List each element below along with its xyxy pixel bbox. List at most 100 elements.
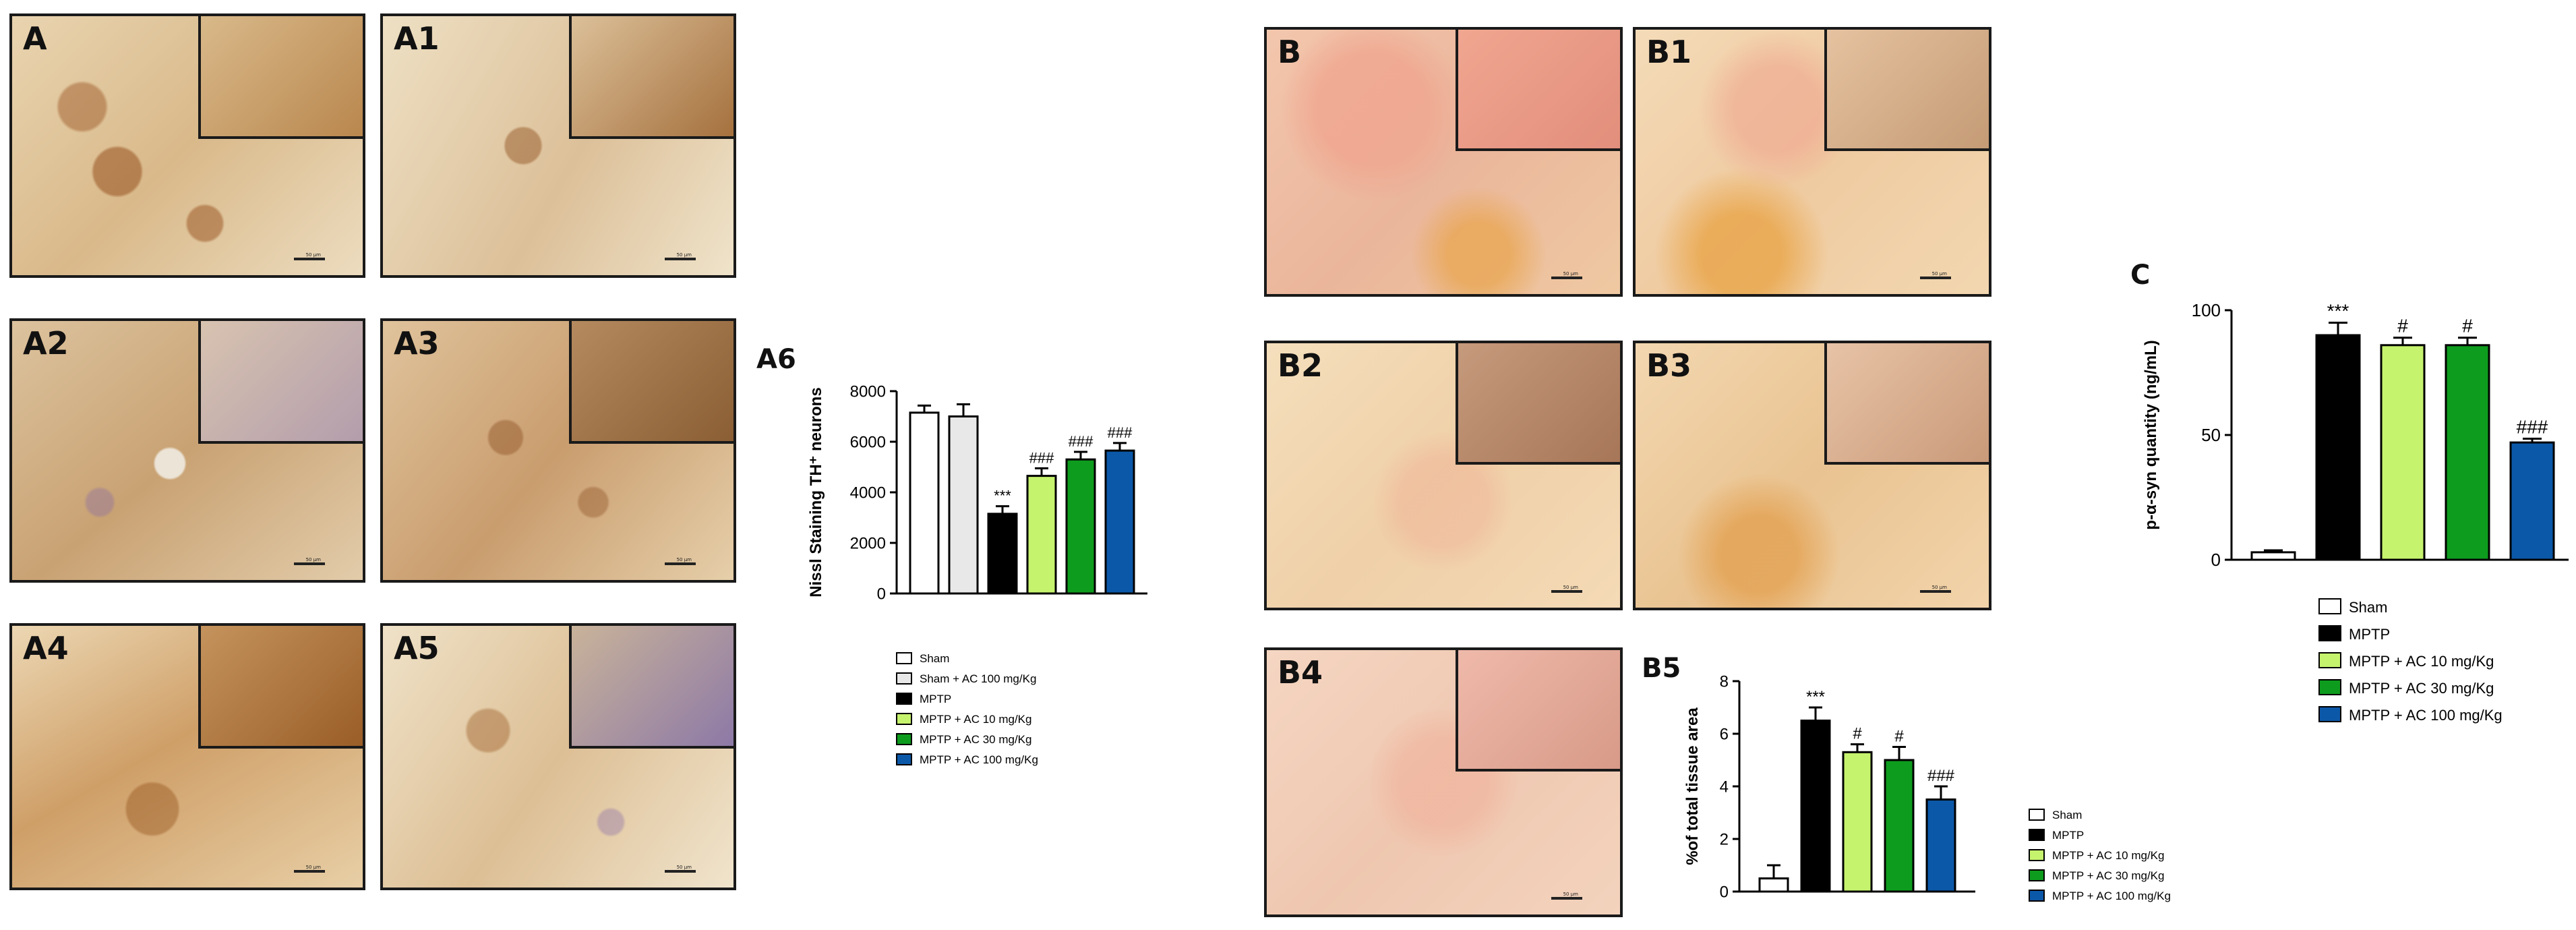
scale-bar-label: 50 µm xyxy=(676,865,692,870)
scale-bar xyxy=(665,870,696,873)
panel-label-b: B xyxy=(1278,34,1302,70)
bar-1 xyxy=(2250,551,2296,561)
legend-swatch xyxy=(2318,706,2341,722)
significance-mark: # xyxy=(1894,728,1904,746)
micrograph-panel-b2: B2 50 µm xyxy=(1264,341,1623,610)
panel-label-b3: B3 xyxy=(1646,347,1692,384)
panel-label-a5: A5 xyxy=(394,630,440,666)
bar-6 xyxy=(1104,449,1135,595)
significance-mark: *** xyxy=(2327,301,2349,322)
y-tick-label: 0 xyxy=(877,585,886,603)
legend-swatch xyxy=(896,652,912,664)
legend-swatch xyxy=(2029,829,2045,841)
bar-3 xyxy=(987,513,1018,595)
bar-1 xyxy=(1758,877,1789,893)
legend-label: MPTP xyxy=(920,693,951,705)
legend-label: MPTP + AC 10 mg/Kg xyxy=(2052,849,2164,862)
bar-5 xyxy=(1925,798,1956,893)
legend-swatch xyxy=(2029,849,2045,861)
micrograph-panel-a2: A2 50 µm xyxy=(9,318,365,583)
y-tick-label: 6000 xyxy=(850,433,886,451)
bar-3 xyxy=(2380,344,2426,561)
magnified-inset xyxy=(198,626,363,749)
legend-label: MPTP xyxy=(2052,829,2084,842)
legend-swatch xyxy=(896,713,912,725)
legend-swatch xyxy=(2318,652,2341,668)
panel-label-A6: A6 xyxy=(756,344,796,375)
panel-label-b4: B4 xyxy=(1278,654,1323,691)
bar-4 xyxy=(2445,344,2490,561)
legend-label: MPTP + AC 100 mg/Kg xyxy=(2349,707,2503,724)
legend-label: Sham xyxy=(920,652,949,665)
legend-label: MPTP + AC 10 mg/Kg xyxy=(2349,653,2494,670)
magnified-inset xyxy=(1456,30,1620,151)
bar-1 xyxy=(909,411,940,595)
legend-label: Sham xyxy=(2349,599,2387,616)
significance-mark: ### xyxy=(2517,417,2548,438)
scale-bar-label: 50 µm xyxy=(676,252,692,258)
magnified-inset xyxy=(198,321,363,444)
micrograph-panel-b1: B1 50 µm xyxy=(1633,27,1991,297)
y-axis-label: Nissl Staining TH⁺ neurons xyxy=(807,387,825,597)
magnified-inset xyxy=(569,626,733,749)
panel-label-a: A xyxy=(23,20,47,57)
y-tick-label: 50 xyxy=(2201,425,2221,445)
legend-swatch xyxy=(2029,869,2045,881)
scale-bar xyxy=(665,258,696,260)
micrograph-panel-a1: A1 50 µm xyxy=(380,13,736,278)
legend-label: MPTP xyxy=(2349,626,2390,643)
panel-label-a2: A2 xyxy=(23,325,69,361)
legend-label: MPTP + AC 30 mg/Kg xyxy=(2052,869,2164,882)
scale-bar-label: 50 µm xyxy=(1563,271,1578,277)
y-tick-label: 2000 xyxy=(850,534,886,552)
micrograph-panel-a: A 50 µm xyxy=(9,13,365,278)
magnified-inset xyxy=(1824,343,1989,465)
bar-2 xyxy=(1800,720,1831,893)
magnified-inset xyxy=(1456,650,1620,772)
bar-2 xyxy=(948,415,979,595)
scale-bar-label: 50 µm xyxy=(1563,892,1578,897)
significance-mark: ### xyxy=(1029,449,1054,466)
legend-label: MPTP + AC 30 mg/Kg xyxy=(2349,680,2494,697)
scale-bar xyxy=(1551,277,1582,279)
legend-swatch xyxy=(896,753,912,765)
legend-swatch xyxy=(896,733,912,745)
significance-mark: *** xyxy=(994,488,1011,504)
panel-label-a3: A3 xyxy=(394,325,440,361)
scale-bar xyxy=(1920,590,1951,593)
bar-5 xyxy=(1065,458,1096,595)
significance-mark: # xyxy=(1853,725,1862,743)
magnified-inset xyxy=(1824,30,1989,151)
significance-mark: # xyxy=(2462,316,2473,337)
scale-bar xyxy=(294,562,325,565)
scale-bar xyxy=(665,562,696,565)
legend-label: MPTP + AC 30 mg/Kg xyxy=(920,733,1031,746)
legend-label: Sham xyxy=(2052,809,2082,821)
scale-bar-label: 50 µm xyxy=(1931,271,1947,277)
legend-swatch xyxy=(2029,890,2045,902)
scale-bar xyxy=(1920,277,1951,279)
magnified-inset xyxy=(569,16,733,139)
panel-label-B5: B5 xyxy=(1642,653,1681,684)
magnified-inset xyxy=(1456,343,1620,465)
magnified-inset xyxy=(198,16,363,139)
scale-bar-label: 50 µm xyxy=(305,865,321,870)
y-axis-label: p-α-syn quantity (ng/mL) xyxy=(2142,340,2160,529)
legend-swatch xyxy=(2318,679,2341,695)
micrograph-panel-a5: A5 50 µm xyxy=(380,623,736,890)
scale-bar xyxy=(1551,590,1582,593)
micrograph-panel-a4: A4 50 µm xyxy=(9,623,365,890)
scale-bar xyxy=(1551,897,1582,900)
legend-swatch xyxy=(896,693,912,705)
significance-mark: ### xyxy=(1069,433,1094,450)
scale-bar-label: 50 µm xyxy=(305,557,321,562)
y-axis-label: %of total tissue area xyxy=(1683,707,1702,865)
y-tick-label: 6 xyxy=(1720,725,1729,743)
scale-bar-label: 50 µm xyxy=(676,557,692,562)
bar-3 xyxy=(1842,751,1873,893)
y-tick-label: 4 xyxy=(1720,778,1729,796)
y-tick-label: 2 xyxy=(1720,830,1729,848)
scale-bar-label: 50 µm xyxy=(305,252,321,258)
